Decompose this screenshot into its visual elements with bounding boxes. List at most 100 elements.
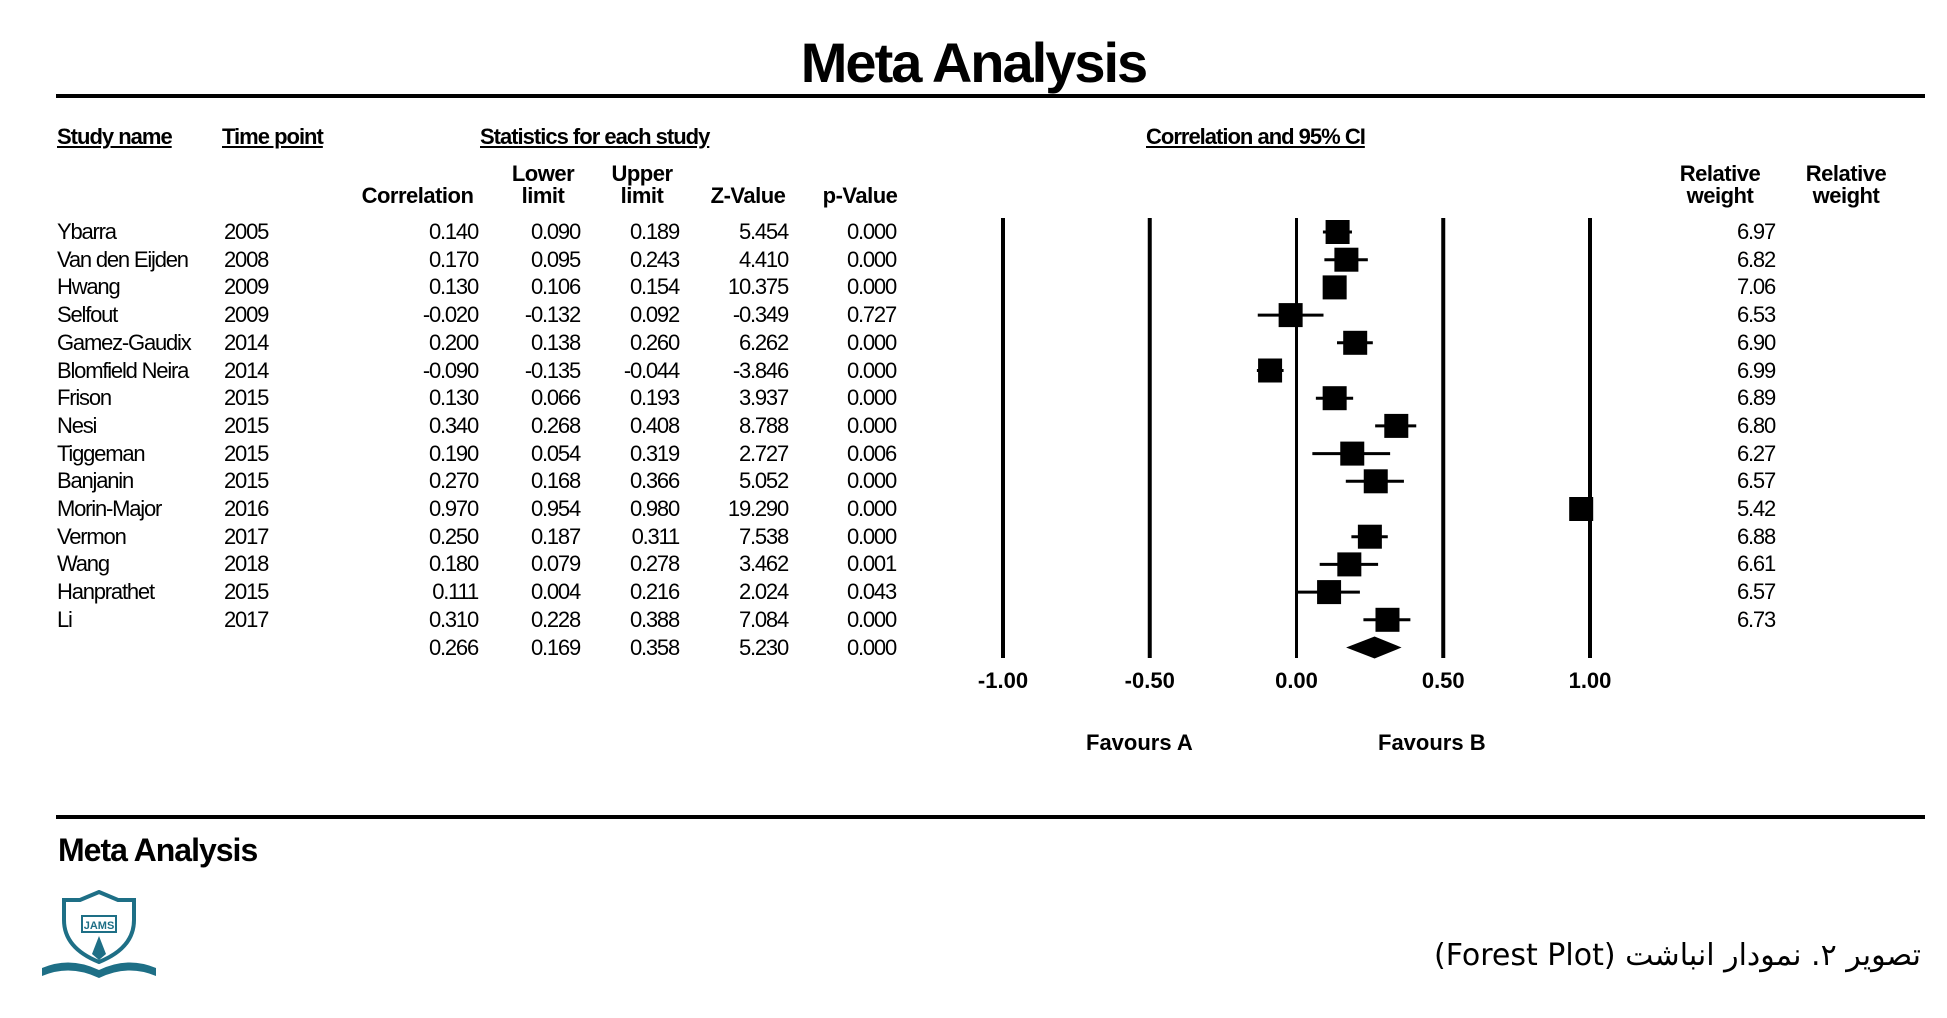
svg-text:JAMS: JAMS [84,920,115,932]
study-z-value: 10.375 [727,274,789,300]
study-correlation: 0.190 [428,440,479,466]
study-year: 2009 [224,274,269,300]
study-year: 2014 [224,329,269,355]
summary-z: 5.230 [738,634,789,660]
x-tick-label: 1.00 [1568,668,1612,693]
study-relative-weight: 6.53 [1736,302,1776,328]
study-lower-limit: -0.132 [524,302,581,328]
study-marker [1257,303,1324,328]
study-p-value: 0.000 [846,385,897,411]
study-year: 2015 [224,440,269,466]
study-year: 2015 [224,385,269,411]
study-p-value: 0.000 [846,219,897,244]
study-year: 2015 [224,412,269,438]
top-rule [56,94,1925,98]
study-year: 2015 [224,579,269,605]
study-correlation: 0.310 [428,606,479,632]
study-correlation: 0.130 [428,385,479,411]
jams-logo: JAMS [36,889,162,991]
study-marker [1322,275,1347,300]
study-upper-limit: 0.092 [629,302,680,328]
colhead-relative-weight-1: Relative weight [1679,161,1761,208]
study-correlation: 0.111 [432,579,479,605]
study-p-value: 0.000 [846,496,897,521]
study-relative-weight: 6.99 [1736,357,1776,383]
colhead-lower-limit: Lower limit [511,161,575,208]
study-upper-limit: 0.154 [629,274,680,300]
effect-square [1334,247,1359,272]
summary-correlation: 0.266 [428,634,479,660]
x-tick-label: -1.00 [977,668,1029,693]
study-relative-weight: 6.82 [1736,246,1776,272]
bottom-rule [56,815,1925,819]
study-lower-limit: 0.106 [530,274,581,300]
study-marker [1297,580,1360,605]
study-marker [1256,358,1284,383]
study-correlation: 0.200 [428,329,479,355]
study-correlation: 0.130 [428,274,479,300]
study-marker [1312,441,1391,466]
study-correlation: -0.020 [422,302,479,328]
study-name: Banjanin [57,468,134,494]
study-year: 2018 [224,551,269,577]
header-study-name: Study name [57,124,173,149]
study-name: Li [57,606,73,632]
study-p-value: 0.000 [846,468,897,494]
footer-title: Meta Analysis [58,832,258,868]
study-z-value: 19.290 [727,496,789,521]
study-lower-limit: 0.954 [530,496,581,521]
study-z-value: 6.262 [738,329,789,355]
study-year: 2005 [224,219,269,244]
study-upper-limit: 0.260 [629,329,680,355]
x-tick-label: -0.50 [1124,668,1175,693]
study-upper-limit: 0.193 [629,385,680,411]
header-statistics: Statistics for each study [480,124,710,149]
colhead-z-value: Z-Value [710,183,786,208]
favours-b-label: Favours B [1378,730,1486,755]
study-upper-limit: 0.388 [629,606,680,632]
study-p-value: 0.000 [846,329,897,355]
study-marker [1337,330,1373,355]
effect-square [1343,330,1368,355]
study-year: 2008 [224,246,269,272]
header-time-point: Time point [222,124,324,149]
study-relative-weight: 6.88 [1736,523,1776,549]
summary-lower: 0.169 [530,634,581,660]
study-relative-weight: 6.57 [1736,579,1776,605]
study-p-value: 0.000 [846,357,897,383]
colhead-p-value: p-Value [822,183,898,208]
study-z-value: 2.024 [738,579,789,605]
study-correlation: -0.090 [422,357,479,383]
study-p-value: 0.000 [846,246,897,272]
study-marker [1322,220,1352,244]
study-upper-limit: 0.278 [629,551,680,577]
figure-caption: تصویر ۲. نمودار انباشت (Forest Plot) [1433,938,1921,973]
effect-square [1258,358,1283,383]
study-marker [1345,469,1404,494]
summary-diamond [1346,636,1402,659]
study-name: Wang [57,551,110,577]
study-relative-weight: 6.80 [1736,412,1776,438]
study-z-value: 7.538 [738,523,789,549]
study-correlation: 0.180 [428,551,479,577]
study-lower-limit: 0.168 [530,468,581,494]
study-year: 2016 [224,496,269,521]
study-year: 2017 [224,606,269,632]
study-z-value: 4.410 [738,246,789,272]
effect-square [1317,580,1342,605]
study-z-value: 5.454 [738,219,789,244]
study-lower-limit: 0.090 [530,219,581,244]
study-lower-limit: 0.079 [530,551,581,577]
x-tick-label: 0.00 [1275,668,1318,693]
study-z-value: 2.727 [738,440,789,466]
study-upper-limit: 0.243 [629,246,680,272]
study-lower-limit: 0.066 [530,385,581,411]
summary-p: 0.000 [846,634,897,660]
effect-square [1384,413,1409,438]
effect-square [1278,303,1303,328]
study-relative-weight: 5.42 [1736,496,1776,521]
study-relative-weight: 6.73 [1736,606,1776,632]
study-upper-limit: 0.311 [631,523,681,549]
study-p-value: 0.000 [846,412,897,438]
